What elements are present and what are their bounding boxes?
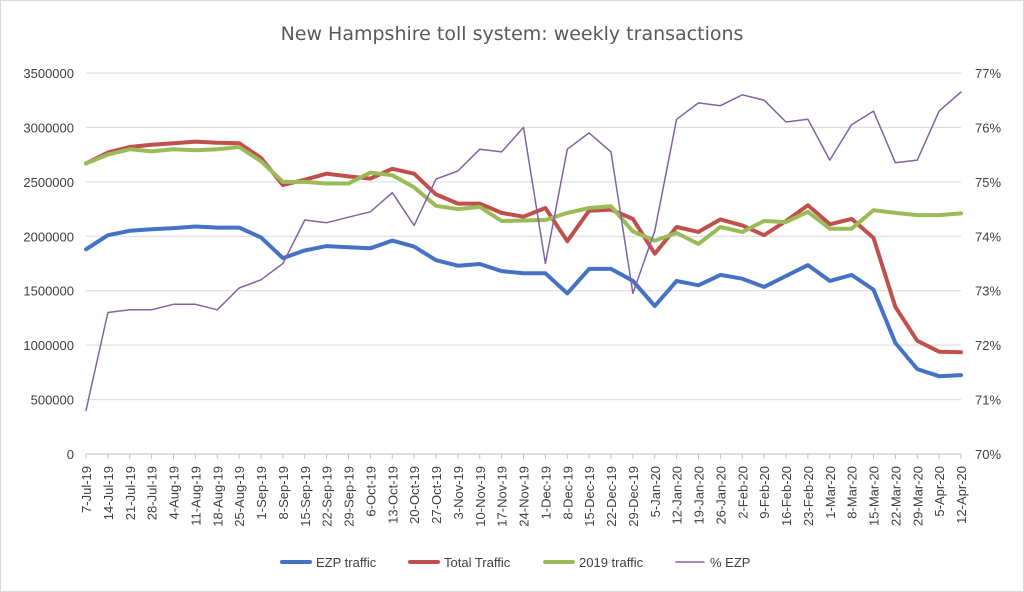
x-tick-label: 12-Apr-20	[954, 466, 969, 524]
series-line-total-traffic	[84, 139, 963, 355]
x-tick-label: 29-Dec-19	[626, 466, 641, 527]
x-tick-label: 14-Jul-19	[101, 466, 116, 520]
x-tick-label: 5-Apr-20	[932, 466, 947, 517]
x-tick-label: 21-Jul-19	[123, 466, 138, 520]
x-tick-label: 8-Dec-19	[560, 466, 575, 519]
legend-label: Total Traffic	[444, 555, 511, 570]
x-tick-label: 8-Mar-20	[845, 466, 860, 519]
left-tick-label: 3000000	[23, 120, 74, 135]
x-tick-label: 23-Feb-20	[801, 466, 816, 526]
right-tick-label: 72%	[975, 338, 1001, 353]
x-tick-label: 15-Sep-19	[298, 466, 313, 527]
x-tick-label: 22-Sep-19	[320, 466, 335, 527]
left-tick-label: 2000000	[23, 229, 74, 244]
legend-label: EZP traffic	[316, 555, 377, 570]
x-tick-label: 26-Jan-20	[713, 466, 728, 525]
x-tick-label: 1-Sep-19	[254, 466, 269, 519]
right-tick-label: 76%	[975, 120, 1001, 135]
right-tick-label: 75%	[975, 175, 1001, 190]
left-tick-label: 500000	[31, 393, 74, 408]
x-tick-label: 29-Sep-19	[342, 466, 357, 527]
x-tick-label: 25-Aug-19	[232, 466, 247, 527]
x-tick-label: 15-Mar-20	[867, 466, 882, 526]
legend-label: 2019 traffic	[579, 555, 644, 570]
x-tick-label: 15-Dec-19	[582, 466, 597, 527]
x-tick-label: 22-Mar-20	[888, 466, 903, 526]
left-tick-label: 1500000	[23, 284, 74, 299]
x-tick-label: 18-Aug-19	[210, 466, 225, 527]
x-tick-label: 11-Aug-19	[188, 466, 203, 526]
x-tick-label: 5-Jan-20	[648, 466, 663, 517]
x-tick-label: 6-Oct-19	[363, 466, 378, 517]
x-tick-label: 4-Aug-19	[167, 466, 182, 519]
x-tick-label: 3-Nov-19	[451, 466, 466, 519]
left-axis-ticks: 0 500000 1000000 1500000 2000000 2500000 30000…	[23, 66, 74, 462]
gridlines	[86, 72, 961, 455]
x-tick-label: 1-Dec-19	[538, 466, 553, 519]
left-tick-label: 0	[67, 447, 74, 462]
right-tick-label: 77%	[975, 66, 1001, 81]
x-tick-label: 8-Sep-19	[276, 466, 291, 519]
x-tick-label: 19-Jan-20	[692, 466, 707, 525]
series-line-ezp	[85, 91, 962, 412]
x-tick-label: 12-Jan-20	[670, 466, 685, 525]
series-lines	[84, 91, 963, 412]
legend-label: % EZP	[710, 555, 750, 570]
right-axis-ticks: 70% 71% 72% 73% 74% 75% 76% 77%	[975, 66, 1001, 462]
series-line-ezp-traffic	[84, 224, 963, 379]
x-tick-label: 24-Nov-19	[517, 466, 532, 527]
left-tick-label: 1000000	[23, 338, 74, 353]
x-tick-label: 1-Mar-20	[823, 466, 838, 519]
chart-title: New Hampshire toll system: weekly transa…	[281, 23, 744, 45]
left-tick-label: 2500000	[23, 175, 74, 190]
x-tick-label: 22-Dec-19	[604, 466, 619, 527]
left-tick-label: 3500000	[23, 66, 74, 81]
x-tick-label: 20-Oct-19	[407, 466, 422, 524]
legend: EZP traffic Total Traffic 2019 traffic % EZ…	[280, 555, 750, 570]
x-tick-label: 16-Feb-20	[779, 466, 794, 526]
right-tick-label: 71%	[975, 393, 1001, 408]
right-tick-label: 70%	[975, 447, 1001, 462]
x-tick-label: 9-Feb-20	[757, 466, 772, 519]
x-tick-label: 13-Oct-19	[385, 466, 400, 524]
x-tick-label: 27-Oct-19	[429, 466, 444, 524]
x-tick-label: 28-Jul-19	[145, 466, 160, 520]
x-tick-label: 2-Feb-20	[735, 466, 750, 519]
x-tick-label: 10-Nov-19	[473, 466, 488, 527]
x-axis-ticks: 7-Jul-19 14-Jul-19 21-Jul-19 28-Jul-19 4-Aug…	[79, 454, 969, 527]
series-line-2019-traffic	[84, 145, 963, 246]
x-tick-label: 17-Nov-19	[495, 466, 510, 527]
right-tick-label: 73%	[975, 284, 1001, 299]
x-tick-label: 29-Mar-20	[910, 466, 925, 526]
right-tick-label: 74%	[975, 229, 1001, 244]
x-tick-label: 7-Jul-19	[79, 466, 94, 513]
